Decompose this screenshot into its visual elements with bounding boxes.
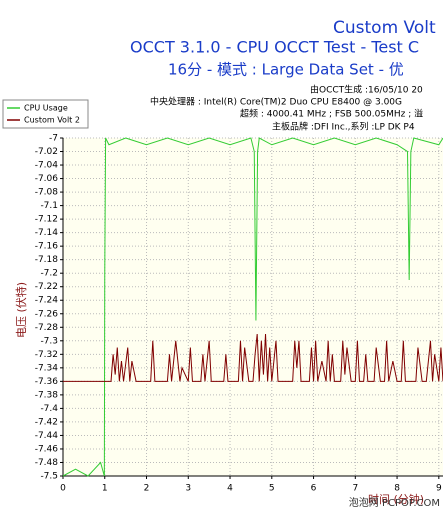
y-tick-label: -7.14	[35, 228, 59, 238]
y-tick-label: -7.4	[40, 404, 58, 414]
x-axis-label: 时间 (分钟)	[368, 492, 424, 506]
y-tick-label: -7	[49, 134, 58, 144]
y-tick-label: -7.36	[35, 377, 59, 387]
x-tick-label: 9	[436, 484, 442, 494]
y-tick-label: -7.46	[35, 444, 59, 454]
chart-title: Custom Volt	[333, 18, 436, 38]
y-tick-label: -7.1	[40, 201, 58, 211]
y-tick-label: -7.32	[35, 350, 58, 360]
x-tick-label: 6	[311, 484, 317, 494]
y-tick-label: -7.48	[35, 458, 59, 468]
x-tick-label: 8	[394, 484, 400, 494]
y-tick-label: -7.02	[35, 147, 58, 157]
legend: CPU Usage Custom Volt 2	[2, 99, 89, 129]
info-line: 超频 : 4000.41 MHz ; FSB 500.05MHz ; 溢	[240, 108, 423, 120]
legend-label: CPU Usage	[24, 104, 68, 113]
y-tick-label: -7.08	[35, 188, 59, 198]
y-axis-label: 电压 (伏特)	[14, 282, 28, 338]
y-tick-label: -7.16	[35, 242, 59, 252]
x-tick-label: 1	[102, 484, 108, 494]
y-tick-label: -7.38	[35, 390, 59, 400]
plot-area	[63, 138, 443, 476]
y-tick-label: -7.04	[35, 161, 59, 171]
info-line: 主板品牌 :DFI Inc.,系列 :LP DK P4	[272, 121, 415, 133]
y-tick-label: -7.44	[35, 431, 59, 441]
y-tick-label: -7.12	[35, 215, 58, 225]
y-tick-label: -7.3	[40, 336, 58, 346]
y-tick-label: -7.42	[35, 417, 58, 427]
x-tick-label: 5	[269, 484, 275, 494]
chart-subtitle: 16分 - 模式 : Large Data Set - 优	[168, 61, 404, 79]
x-tick-label: 3	[185, 484, 191, 494]
y-tick-label: -7.26	[35, 309, 59, 319]
data-line	[62, 137, 443, 477]
y-tick-label: -7.5	[40, 472, 58, 482]
y-tick-label: -7.28	[35, 323, 59, 333]
x-tick-label: 2	[144, 484, 150, 494]
info-line: 中央处理器 : Intel(R) Core(TM)2 Duo CPU E8400…	[150, 96, 402, 108]
y-tick-label: -7.18	[35, 255, 59, 265]
y-tick-label: -7.34	[35, 363, 59, 373]
legend-box	[2, 99, 89, 129]
legend-label: Custom Volt 2	[24, 116, 80, 125]
chart-subtitle: OCCT 3.1.0 - CPU OCCT Test - Test C	[130, 38, 419, 57]
x-tick-label: 4	[227, 484, 233, 494]
x-tick-label: 0	[60, 484, 66, 494]
watermark: 泡泡网 PCPOP.COM	[349, 496, 440, 509]
y-tick-label: -7.24	[35, 296, 59, 306]
info-line: 由OCCT生成 :16/05/10 20	[310, 84, 423, 96]
data-line	[63, 333, 443, 382]
y-tick-label: -7.2	[40, 269, 58, 279]
y-tick-label: -7.06	[35, 174, 59, 184]
y-tick-label: -7.22	[35, 282, 58, 292]
x-tick-label: 7	[352, 484, 358, 494]
